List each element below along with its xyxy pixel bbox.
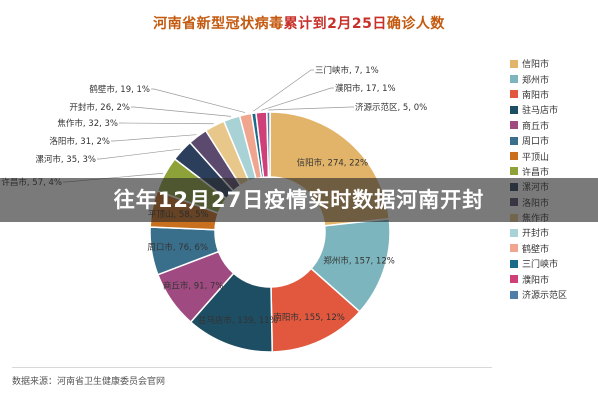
overlay-banner	[0, 178, 598, 222]
chart-title: 河南省新型冠状病毒累计到2月25日确诊人数	[0, 13, 598, 33]
slice-e6bfaee998b3e5b882-leader-line	[261, 87, 334, 111]
slice-e6b58ee6ba90e7a4bae88c83e58cba-wedge	[266, 111, 271, 178]
slice-e591a8e58fa3e5b882-label: 周口市, 76, 6%	[147, 242, 208, 253]
source-divider	[12, 367, 492, 368]
slice-e6b58ee6ba90e7a4bae88c83e58cba-leader-line	[268, 106, 354, 111]
legend-label: 周口市	[522, 137, 550, 148]
legend-item-e591a8e58fa3e5b882: 周口市	[510, 133, 598, 148]
legend-swatch	[510, 259, 518, 268]
legend-label: 鹤壁市	[522, 244, 550, 255]
legend-swatch	[510, 59, 518, 68]
legend-item-e59586e4b898e5b882: 商丘市	[510, 118, 598, 133]
slice-e784a6e4bd9ce5b882-leader-line	[119, 122, 214, 125]
slice-e5bc80e5b081e5b882-label: 开封市, 26, 2%	[69, 102, 130, 113]
legend-label: 商丘市	[522, 121, 550, 132]
legend-label: 信阳市	[522, 60, 550, 71]
legend-swatch	[510, 228, 518, 237]
legend-label: 平顶山	[522, 152, 550, 163]
legend-item-e9a9bbe9a9ace5ba97e5b882: 驻马店市	[510, 102, 598, 117]
legend-item-e6bfaee998b3e5b882: 濮阳市	[510, 271, 598, 286]
slice-e4bfa1e998b3e5b882-label: 信阳市, 274, 22%	[297, 157, 368, 168]
slice-e59586e4b898e5b882-label: 商丘市, 91, 7%	[163, 280, 224, 291]
legend-label: 许昌市	[522, 167, 550, 178]
slice-e9a9bbe9a9ace5ba97e5b882-label: 驻马店市, 139, 11%	[198, 315, 278, 326]
overlay-banner-text: 往年12月27日疫情实时数据河南开封	[113, 188, 485, 212]
legend-swatch	[510, 105, 518, 114]
slice-e4b889e997a8e5b3a1e5b882-leader-line	[253, 69, 314, 112]
legend-item-e8aeb8e6988ce5b882: 许昌市	[510, 164, 598, 179]
legend-swatch	[510, 90, 518, 99]
legend-label: 驻马店市	[522, 106, 559, 117]
legend-label: 济源示范区	[522, 291, 568, 302]
slice-e6bfaee998b3e5b882-label: 濮阳市, 17, 1%	[335, 83, 396, 94]
legend-item-e5bc80e5b081e5b882: 开封市	[510, 225, 598, 240]
slice-e6b58ee6ba90e7a4bae88c83e58cba-label: 济源示范区, 5, 0%	[355, 102, 427, 113]
chart-title-part2: 累计到2月25日	[283, 16, 387, 32]
chart-title-part1: 河南省新型冠状病毒	[153, 16, 284, 32]
legend-swatch	[510, 275, 518, 284]
slice-e6b49be998b3e5b882-label: 洛阳市, 31, 2%	[49, 136, 110, 147]
legend-label: 开封市	[522, 229, 550, 240]
donut-chart: 信阳市, 274, 22% 郑州市, 157, 12% 南阳市, 155, 12%驻…	[1, 65, 427, 353]
legend-item-e4b889e997a8e5b3a1e5b882: 三门峡市	[510, 256, 598, 271]
legend-item-e58d97e998b3e5b882: 南阳市	[510, 87, 598, 102]
legend-swatch	[510, 75, 518, 84]
slice-e4b889e997a8e5b3a1e5b882-label: 三门峡市, 7, 1%	[315, 65, 379, 76]
legend-item-e6b58ee6ba90e7a4bae88c83e58cba: 济源示范区	[510, 287, 598, 302]
legend-swatch	[510, 152, 518, 161]
legend-swatch	[510, 136, 518, 145]
slice-e784a6e4bd9ce5b882-label: 焦作市, 32, 3%	[57, 118, 118, 129]
legend-item-e9b9a4e5a381e5b882: 鹤壁市	[510, 241, 598, 256]
legend-swatch	[510, 167, 518, 176]
slice-e58d97e998b3e5b882-label: 南阳市, 155, 12%	[273, 312, 344, 323]
legend-label: 三门峡市	[522, 260, 559, 271]
slice-e6bcafe6b2b3e5b882-label: 漯河市, 35, 3%	[35, 154, 96, 165]
data-source-note: 数据来源：河南省卫生健康委员会官网	[12, 377, 166, 387]
legend-label: 南阳市	[522, 90, 550, 101]
slice-e98391e5b79ee5b882-label: 郑州市, 157, 12%	[323, 255, 394, 266]
slice-e9b9a4e5a381e5b882-label: 鹤壁市, 19, 1%	[89, 84, 150, 95]
slice-e5bc80e5b081e5b882-leader-line	[131, 106, 232, 117]
legend-item-e98391e5b79ee5b882: 郑州市	[510, 71, 598, 86]
legend-swatch	[510, 121, 518, 130]
legend-item-e4bfa1e998b3e5b882: 信阳市	[510, 56, 598, 71]
slice-e6bcafe6b2b3e5b882-leader-line	[97, 148, 181, 160]
legend-label: 濮阳市	[522, 275, 550, 286]
legend-label: 郑州市	[522, 75, 550, 86]
legend-swatch	[510, 244, 518, 253]
legend-swatch	[510, 290, 518, 299]
chart-title-part3: 确诊人数	[386, 16, 445, 32]
legend-item-e5b9b3e9a1b6e5b1b1: 平顶山	[510, 148, 598, 163]
slice-e6b49be998b3e5b882-leader-line	[111, 134, 197, 142]
slice-e9b9a4e5a381e5b882-leader-line	[151, 88, 246, 113]
